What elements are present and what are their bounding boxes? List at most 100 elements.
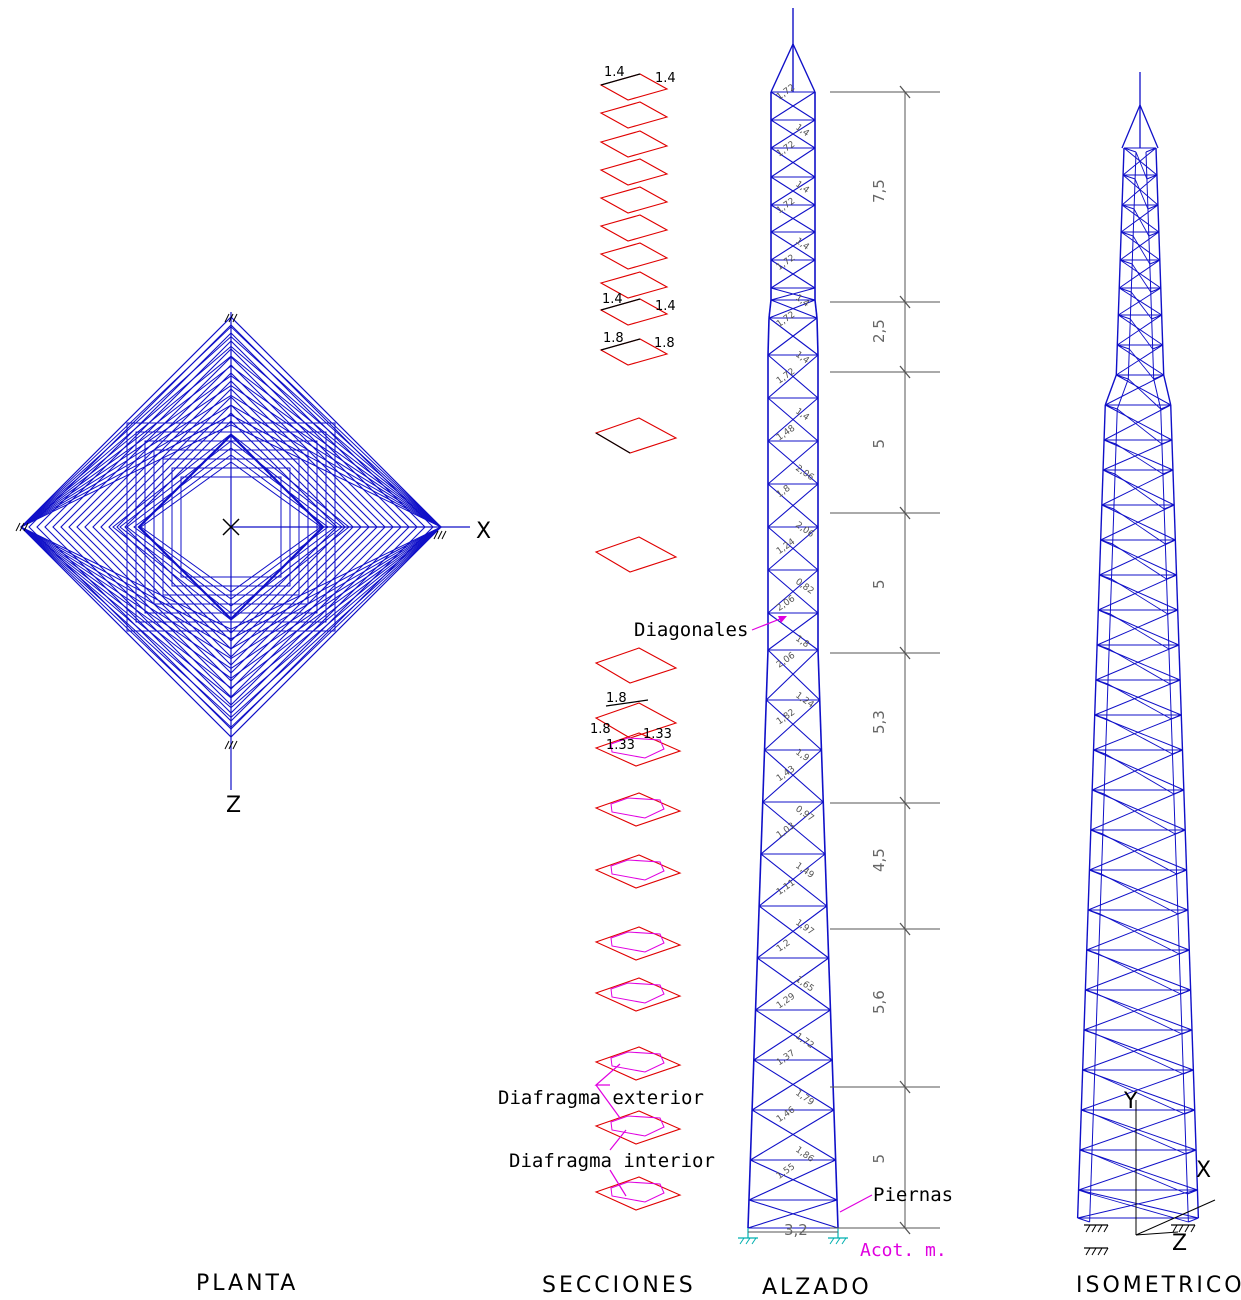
- plan-fan-line: [20, 526, 232, 660]
- plan-fan-line: [230, 526, 442, 718]
- iso-leg-rear: [1168, 648, 1171, 685]
- iso-leg-rear: [1106, 683, 1109, 720]
- dimension-tick: [899, 295, 911, 309]
- iso-support-hatch: [1097, 1247, 1103, 1256]
- plan-fan-line: [20, 326, 232, 528]
- iso-horizontal: [1168, 644, 1180, 650]
- callout-piernas-label: Piernas: [873, 1184, 953, 1206]
- plan-fan-line: [20, 336, 232, 528]
- plan-fan-line: [230, 526, 442, 669]
- iso-leg: [1097, 574, 1101, 611]
- member-label: 1,37: [775, 1048, 797, 1068]
- iso-leg: [1081, 1029, 1085, 1071]
- plan-fan-line: [20, 316, 232, 528]
- member-label: 1,8: [775, 483, 793, 500]
- units-label: Acot. m.: [860, 1240, 947, 1261]
- plan-center-mark: [222, 518, 240, 536]
- plan-fan-line: [20, 404, 232, 528]
- iso-leg: [1178, 644, 1181, 681]
- section-label: 1.4: [602, 292, 623, 307]
- dimension-label: 5: [870, 439, 888, 449]
- iso-z-axis: [1135, 1231, 1179, 1236]
- plan-fan-line: [230, 336, 442, 528]
- diagonal-member: [750, 1109, 835, 1161]
- iso-horizontal: [1163, 504, 1175, 510]
- iso-diagonal-rear: [1111, 578, 1168, 615]
- iso-leg: [1086, 909, 1089, 951]
- plan-fan-line: [20, 526, 232, 650]
- section-outline: [594, 732, 682, 767]
- plan-fan-line: [20, 526, 232, 689]
- member-label: 1,72: [775, 83, 797, 103]
- iso-leg-rear: [1090, 1153, 1093, 1195]
- section-outline: [599, 214, 669, 242]
- diaphragm-outline: [610, 859, 665, 881]
- iso-horizontal: [1101, 504, 1115, 510]
- section-edge: [600, 298, 641, 311]
- iso-diagonal: [1121, 204, 1160, 233]
- iso-leg-rear: [1178, 953, 1182, 995]
- section-outline: [599, 101, 669, 129]
- iso-horizontal: [1081, 1109, 1094, 1115]
- plan-fan-line: [20, 414, 232, 528]
- support-hatch: [232, 313, 238, 323]
- iso-leg-rear: [1105, 718, 1108, 755]
- iso-leg-rear: [1170, 718, 1173, 755]
- section-outline: [594, 1176, 682, 1211]
- support-hatch: [224, 740, 230, 750]
- iso-diagonal-rear: [1108, 648, 1171, 685]
- iso-diagonal-rear: [1101, 873, 1179, 915]
- iso-diagonal-rear: [1131, 263, 1152, 293]
- iso-horizontal: [1161, 439, 1173, 445]
- iso-leg: [1161, 344, 1165, 376]
- plan-fan-line: [230, 424, 442, 528]
- iso-horizontal: [1169, 679, 1181, 685]
- plan-fan-line: [20, 375, 232, 528]
- dimension-label: 2,5: [870, 319, 888, 343]
- planta-title: PLANTA: [196, 1271, 298, 1296]
- iso-diagonal-rear: [1103, 793, 1176, 835]
- iso-leg-rear: [1161, 443, 1164, 475]
- iso-horizontal: [1105, 404, 1118, 410]
- iso-horizontal: [1079, 1149, 1093, 1155]
- iso-diagonal-rear: [1115, 443, 1164, 475]
- iso-leg-rear: [1107, 648, 1110, 685]
- iso-z-axis-label: Z: [1172, 1231, 1187, 1256]
- diagonal-member: [758, 905, 829, 959]
- iso-leg: [1184, 829, 1188, 871]
- iso-leg: [1158, 231, 1161, 261]
- diagonal-member: [770, 176, 816, 206]
- diagonal-member: [770, 231, 816, 261]
- diagonal-member: [762, 801, 826, 855]
- iso-leg: [1163, 374, 1172, 406]
- elevation-view: 1,721,41,721,41,721,41,721,41,721,41,721…: [738, 8, 848, 1245]
- iso-leg: [1173, 504, 1177, 541]
- iso-support-hatch: [1190, 1224, 1196, 1233]
- iso-diagonal-rear: [1107, 683, 1172, 720]
- iso-support-hatch: [1184, 1224, 1190, 1233]
- iso-horizontal: [1123, 147, 1137, 153]
- iso-diagonal-rear: [1116, 408, 1163, 445]
- plan-fan-line: [230, 385, 442, 528]
- plan-fan-line: [230, 526, 442, 640]
- iso-leg: [1098, 539, 1102, 576]
- iso-horizontal: [1183, 1069, 1194, 1075]
- iso-leg: [1159, 259, 1162, 289]
- base-width-label: 3,2: [784, 1221, 808, 1239]
- iso-leg: [1187, 909, 1190, 951]
- iso-leg-rear: [1127, 348, 1130, 380]
- iso-diagonal-rear: [1112, 543, 1167, 580]
- diagonal-member: [751, 1109, 836, 1161]
- dimension-tick: [899, 506, 911, 520]
- iso-leg: [1175, 574, 1179, 611]
- iso-leg: [1191, 1029, 1195, 1071]
- member-label: 1,72: [775, 367, 797, 387]
- plan-view: [15, 312, 470, 790]
- section-outline: [594, 647, 678, 684]
- support-hatch: [751, 1237, 757, 1245]
- spire-brace: [770, 43, 794, 93]
- iso-leg-rear: [1112, 508, 1115, 545]
- diagonal-member: [770, 119, 816, 149]
- iso-diagonal: [1087, 869, 1187, 911]
- iso-leg-rear: [1186, 1193, 1189, 1223]
